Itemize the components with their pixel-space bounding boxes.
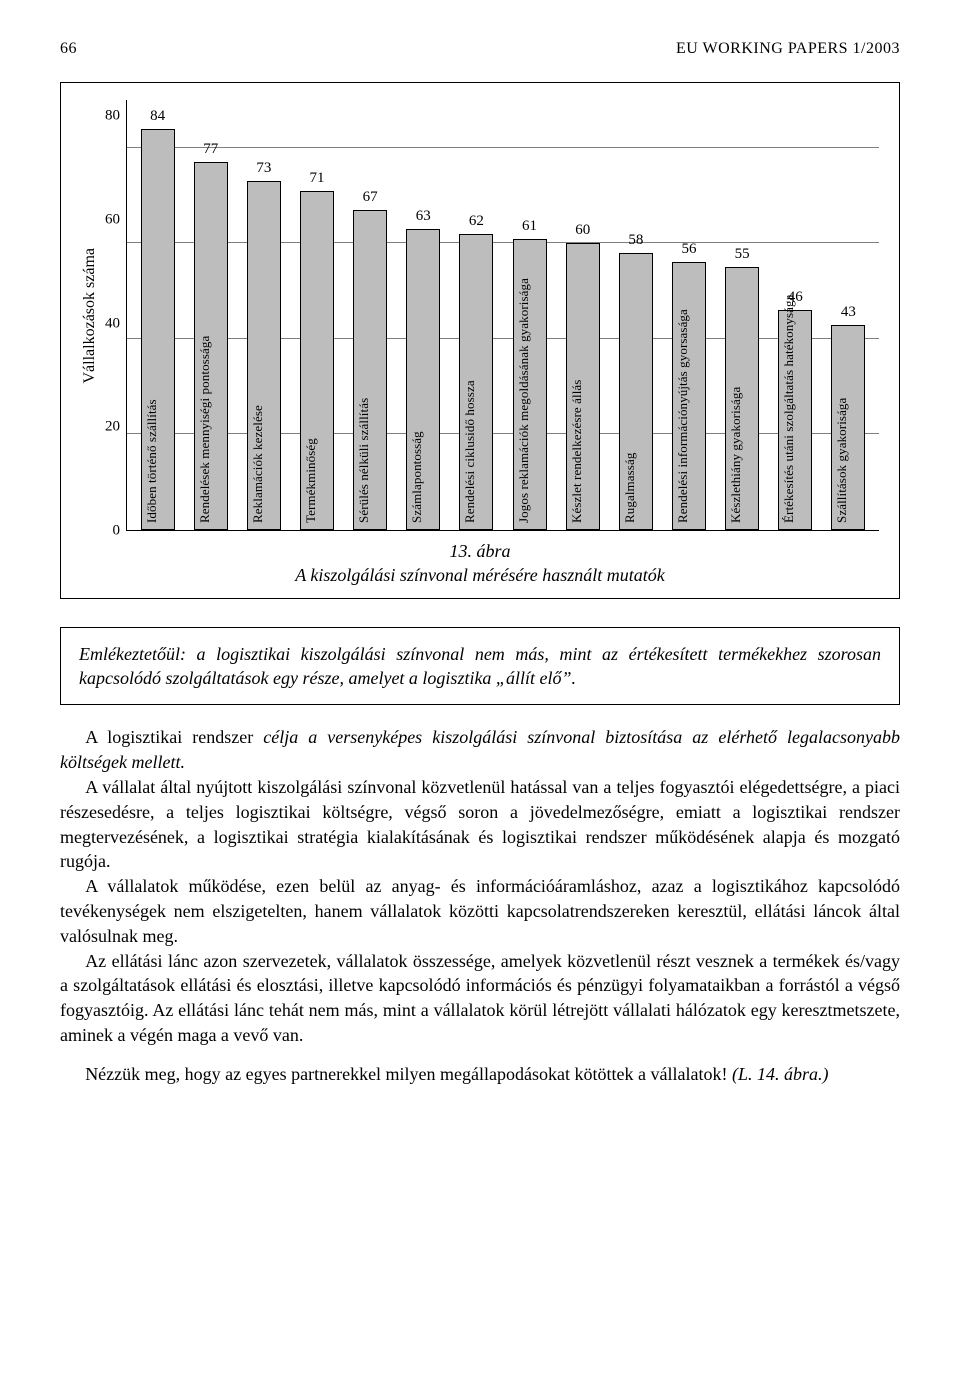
bar: 56Rendelési információnyújtás gyorsasága bbox=[672, 262, 706, 530]
y-tick: 0 bbox=[113, 524, 121, 539]
y-tick: 60 bbox=[105, 212, 120, 227]
bar-value: 56 bbox=[673, 241, 705, 258]
bar-column: 56 Rendelési információnyújtás gyorsasága bbox=[667, 100, 711, 530]
bar-value: 61 bbox=[514, 218, 546, 235]
bar-value: 62 bbox=[460, 213, 492, 230]
body-text: A logisztikai rendszer célja a versenyké… bbox=[60, 725, 900, 1087]
bar-value: 46 bbox=[779, 289, 811, 306]
bar: 46Értékesítés utáni szolgáltatás hatékon… bbox=[778, 310, 812, 530]
y-tick: 80 bbox=[105, 109, 120, 124]
page: 66 EU WORKING PAPERS 1/2003 Vállalkozáso… bbox=[0, 0, 960, 1147]
bar-label: Jogos reklamációk megoldásának gyakorisá… bbox=[517, 278, 530, 523]
bar: 77Rendelések mennyiségi pontossága bbox=[194, 162, 228, 530]
bar: 67Sérülés nélküli szállítás bbox=[353, 210, 387, 530]
text: Nézzük meg, hogy az egyes partnerekkel m… bbox=[85, 1064, 732, 1084]
bar-label: Időben történő szállítás bbox=[145, 399, 158, 523]
chart-area: Vállalkozások száma 80 60 40 20 0 84 Időb… bbox=[81, 101, 879, 531]
bar-value: 84 bbox=[142, 108, 174, 125]
bar: 62Rendelési ciklusidő hossza bbox=[459, 234, 493, 530]
bar-column: 67 Sérülés nélküli szállítás bbox=[348, 100, 392, 530]
bar: 60Készlet rendelkezésre állás bbox=[566, 243, 600, 530]
bar-value: 58 bbox=[620, 232, 652, 249]
running-head: 66 EU WORKING PAPERS 1/2003 bbox=[60, 40, 900, 58]
figure-number: 13. ábra bbox=[449, 541, 510, 561]
bar: 73Reklamációk kezelése bbox=[247, 181, 281, 530]
bar-label: Számlapontosság bbox=[410, 431, 423, 523]
paragraph: A vállalat által nyújtott kiszolgálási s… bbox=[60, 775, 900, 874]
y-tick: 20 bbox=[105, 420, 120, 435]
bar-label: Rendelések mennyiségi pontossága bbox=[198, 336, 211, 523]
bar: 58Rugalmasság bbox=[619, 253, 653, 530]
bar-column: 62 Rendelési ciklusidő hossza bbox=[454, 100, 498, 530]
bar-column: 55 Készlethiány gyakorisága bbox=[720, 100, 764, 530]
bars-container: 84 Időben történő szállítás 77 Rendelések m… bbox=[127, 100, 879, 530]
gap bbox=[60, 1048, 900, 1062]
text: A logisztikai rendszer célja a versenyké… bbox=[60, 727, 900, 772]
text-italic: (L. 14. ábra.) bbox=[732, 1064, 829, 1084]
bar-value: 71 bbox=[301, 170, 333, 187]
bar: 55Készlethiány gyakorisága bbox=[725, 267, 759, 530]
paragraph: Az ellátási lánc azon szervezetek, válla… bbox=[60, 949, 900, 1048]
bar: 71Termékminőség bbox=[300, 191, 334, 530]
bar-column: 73 Reklamációk kezelése bbox=[242, 100, 286, 530]
bar-label: Termékminőség bbox=[304, 438, 317, 523]
bar-value: 67 bbox=[354, 189, 386, 206]
y-ticks: 80 60 40 20 0 bbox=[105, 101, 126, 531]
bar-label: Rendelési információnyújtás gyorsasága bbox=[676, 309, 689, 523]
bar-value: 73 bbox=[248, 160, 280, 177]
bar-label: Rugalmasság bbox=[623, 453, 636, 523]
bar-label: Készlethiány gyakorisága bbox=[729, 387, 742, 523]
bar-column: 58 Rugalmasság bbox=[614, 100, 658, 530]
bar-value: 63 bbox=[407, 208, 439, 225]
bar-column: 43 Szállítások gyakorisága bbox=[826, 100, 870, 530]
paragraph: A vállalatok működése, ezen belül az any… bbox=[60, 874, 900, 948]
bar-column: 46Értékesítés utáni szolgáltatás hatékon… bbox=[773, 100, 817, 530]
bar-column: 84 Időben történő szállítás bbox=[136, 100, 180, 530]
chart-frame: Vállalkozások száma 80 60 40 20 0 84 Időb… bbox=[60, 82, 900, 599]
bar-value: 43 bbox=[832, 304, 864, 321]
page-number: 66 bbox=[60, 40, 77, 58]
bar-column: 60 Készlet rendelkezésre állás bbox=[561, 100, 605, 530]
plot-area: 84 Időben történő szállítás 77 Rendelések m… bbox=[126, 100, 879, 531]
paragraph: A logisztikai rendszer célja a versenyké… bbox=[60, 725, 900, 775]
bar-label: Reklamációk kezelése bbox=[251, 405, 264, 523]
bar-label: Sérülés nélküli szállítás bbox=[357, 398, 370, 523]
bar-value: 77 bbox=[195, 141, 227, 158]
figure-title: A kiszolgálási színvonal mérésére haszná… bbox=[295, 565, 664, 585]
bar-value: 55 bbox=[726, 246, 758, 263]
note-box: Emlékeztetőül: a logisztikai kiszolgálás… bbox=[60, 627, 900, 706]
paragraph: Nézzük meg, hogy az egyes partnerekkel m… bbox=[60, 1062, 900, 1087]
bar-column: 63 Számlapontosság bbox=[401, 100, 445, 530]
bar-value: 60 bbox=[567, 222, 599, 239]
y-axis-title: Vállalkozások száma bbox=[81, 248, 99, 384]
bar: 63Számlapontosság bbox=[406, 229, 440, 530]
bar-column: 77 Rendelések mennyiségi pontossága bbox=[189, 100, 233, 530]
bar-column: 71 Termékminőség bbox=[295, 100, 339, 530]
bar-label: Szállítások gyakorisága bbox=[835, 398, 848, 523]
bar-label: Készlet rendelkezésre állás bbox=[570, 380, 583, 523]
y-tick: 40 bbox=[105, 316, 120, 331]
figure-caption: 13. ábra A kiszolgálási színvonal mérésé… bbox=[81, 539, 879, 588]
running-title: EU WORKING PAPERS 1/2003 bbox=[676, 40, 900, 58]
bar-label: Értékesítés utáni szolgáltatás hatékonys… bbox=[782, 295, 795, 523]
bar: 84Időben történő szállítás bbox=[141, 129, 175, 530]
bar: 61Jogos reklamációk megoldásának gyakori… bbox=[513, 239, 547, 530]
bar-label: Rendelési ciklusidő hossza bbox=[463, 380, 476, 523]
bar-column: 61 Jogos reklamációk megoldásának gyakori… bbox=[508, 100, 552, 530]
bar: 43Szállítások gyakorisága bbox=[831, 325, 865, 530]
